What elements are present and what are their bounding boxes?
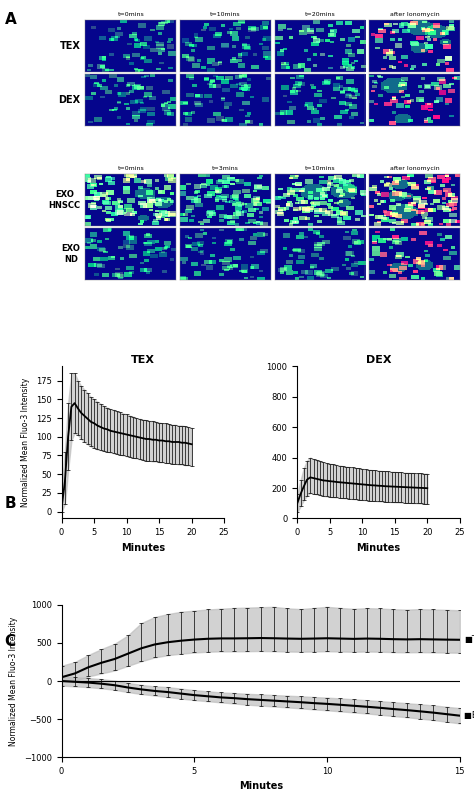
Text: EXO
HNSCC: EXO HNSCC [48, 190, 81, 210]
X-axis label: Minutes: Minutes [238, 781, 283, 791]
Text: after Ionomycin: after Ionomycin [390, 166, 439, 171]
Title: TEX: TEX [131, 355, 155, 366]
Text: t=0mins: t=0mins [118, 12, 144, 18]
Text: t=20mins: t=20mins [304, 12, 335, 18]
Text: t=10mins: t=10mins [210, 12, 241, 18]
Title: DEX: DEX [366, 355, 391, 366]
Text: DEX: DEX [58, 95, 81, 105]
Text: t=0mins: t=0mins [118, 166, 144, 171]
Y-axis label: Normalized Mean Fluo-3 Intensity: Normalized Mean Fluo-3 Intensity [9, 616, 18, 746]
Text: ■EXO NC: ■EXO NC [464, 711, 474, 720]
Text: TEX: TEX [60, 41, 81, 51]
Text: A: A [5, 12, 17, 27]
Y-axis label: Normalized Mean Fluo-3 Intensity: Normalized Mean Fluo-3 Intensity [21, 378, 30, 507]
X-axis label: Minutes: Minutes [121, 543, 165, 553]
Text: EXO
ND: EXO ND [62, 244, 81, 264]
Text: t=10mins: t=10mins [305, 166, 335, 171]
Text: after Ionomycin: after Ionomycin [390, 12, 439, 18]
Text: t=3mins: t=3mins [212, 166, 239, 171]
Text: C: C [5, 634, 16, 649]
Text: B: B [5, 496, 17, 511]
X-axis label: Minutes: Minutes [356, 543, 401, 553]
Text: ■TEX: ■TEX [464, 635, 474, 644]
